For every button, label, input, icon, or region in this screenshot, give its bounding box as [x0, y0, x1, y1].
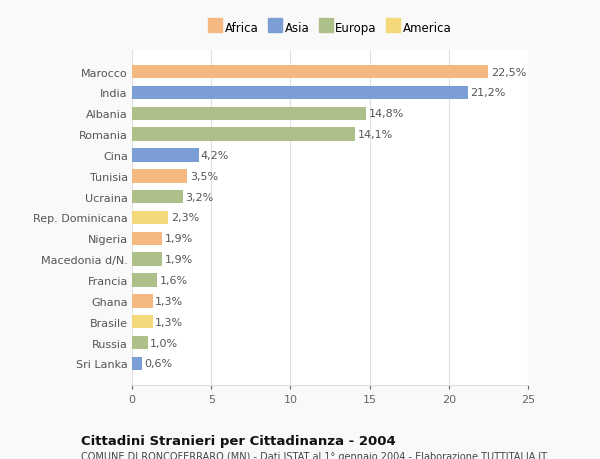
- Legend: Africa, Asia, Europa, America: Africa, Asia, Europa, America: [206, 20, 454, 37]
- Bar: [132, 294, 152, 308]
- Bar: [132, 211, 169, 225]
- Bar: [132, 149, 199, 162]
- Bar: [132, 107, 367, 121]
- Text: COMUNE DI RONCOFERRARO (MN) - Dati ISTAT al 1° gennaio 2004 - Elaborazione TUTTI: COMUNE DI RONCOFERRARO (MN) - Dati ISTAT…: [81, 451, 547, 459]
- Text: 1,9%: 1,9%: [164, 234, 193, 244]
- Text: 1,3%: 1,3%: [155, 296, 183, 306]
- Bar: [132, 232, 162, 246]
- Text: 14,8%: 14,8%: [369, 109, 404, 119]
- Text: 3,2%: 3,2%: [185, 192, 214, 202]
- Bar: [132, 190, 182, 204]
- Text: 22,5%: 22,5%: [491, 67, 526, 78]
- Text: 14,1%: 14,1%: [358, 130, 393, 140]
- Text: 0,6%: 0,6%: [144, 358, 172, 369]
- Text: 21,2%: 21,2%: [470, 88, 506, 98]
- Bar: [132, 357, 142, 370]
- Bar: [132, 170, 187, 183]
- Bar: [132, 128, 355, 142]
- Text: 2,3%: 2,3%: [171, 213, 199, 223]
- Text: 1,3%: 1,3%: [155, 317, 183, 327]
- Bar: [132, 274, 157, 287]
- Bar: [132, 86, 468, 100]
- Bar: [132, 66, 488, 79]
- Text: 1,6%: 1,6%: [160, 275, 188, 285]
- Text: 3,5%: 3,5%: [190, 172, 218, 181]
- Bar: [132, 315, 152, 329]
- Text: 4,2%: 4,2%: [201, 151, 229, 161]
- Bar: [132, 253, 162, 266]
- Text: 1,9%: 1,9%: [164, 255, 193, 264]
- Text: 1,0%: 1,0%: [150, 338, 178, 348]
- Text: Cittadini Stranieri per Cittadinanza - 2004: Cittadini Stranieri per Cittadinanza - 2…: [81, 434, 396, 447]
- Bar: [132, 336, 148, 350]
